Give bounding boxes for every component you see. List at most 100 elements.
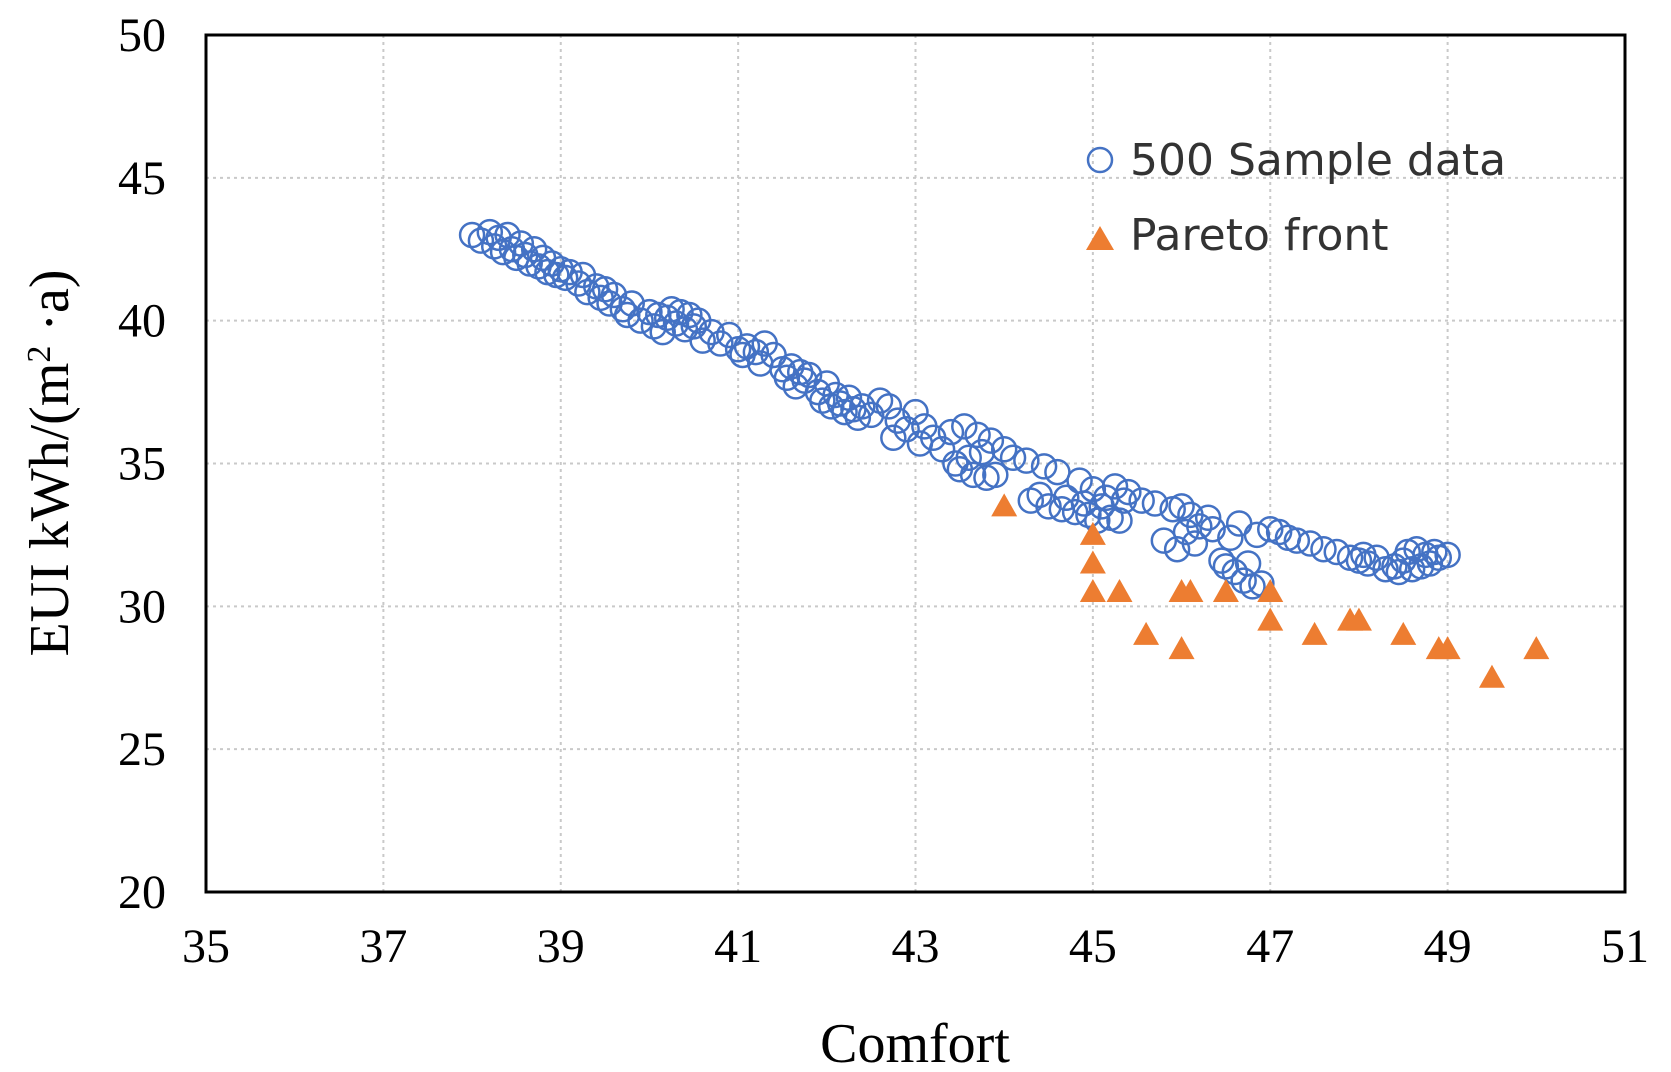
sample-point — [600, 281, 628, 309]
sample-point — [1061, 498, 1089, 526]
y-axis-title-suffix: ·a) — [19, 269, 81, 345]
x-tick-label: 43 — [892, 920, 940, 973]
x-tick-label: 49 — [1424, 920, 1472, 973]
sample-point — [1243, 521, 1271, 549]
sample-point — [1199, 515, 1226, 543]
sample-point — [1141, 490, 1169, 517]
plot-area-frame — [204, 33, 1627, 894]
sample-point — [742, 338, 770, 366]
pareto-point — [1434, 636, 1461, 660]
pareto-point — [1079, 521, 1106, 545]
y-axis-title-superscript: 2 — [21, 346, 58, 363]
sample-point — [1221, 558, 1249, 586]
sample-point — [951, 413, 978, 440]
sample-point — [795, 361, 823, 389]
sample-point — [857, 401, 885, 429]
sample-point — [1066, 467, 1093, 494]
sample-point — [1128, 487, 1155, 514]
pareto-point — [1257, 607, 1284, 631]
sample-point — [1106, 507, 1133, 534]
sample-point — [1194, 504, 1222, 532]
y-tick-label: 20 — [118, 866, 166, 919]
x-tick-label: 35 — [182, 920, 230, 973]
pareto-point — [1212, 579, 1239, 603]
sample-point — [1181, 530, 1209, 557]
sample-point — [1163, 535, 1191, 563]
sample-point — [844, 404, 872, 432]
sample-point — [1421, 538, 1448, 566]
sample-point — [1168, 493, 1195, 520]
pareto-point — [1390, 621, 1417, 645]
sample-point — [977, 427, 1005, 454]
sample-point — [964, 421, 991, 449]
sample-point — [618, 290, 645, 317]
sample-point — [707, 330, 734, 357]
pareto-point — [1257, 579, 1284, 603]
pareto-point — [991, 493, 1018, 517]
sample-point — [1035, 493, 1062, 520]
sample-point — [1296, 530, 1324, 557]
pareto-point — [1478, 664, 1505, 688]
sample-point — [1186, 513, 1213, 540]
legend-pareto-label: Pareto front — [1130, 210, 1389, 261]
sample-point — [875, 393, 903, 420]
y-tick-label: 35 — [118, 438, 166, 491]
sample-point — [1101, 473, 1129, 500]
sample-point — [1115, 478, 1142, 506]
sample-point — [1013, 447, 1040, 474]
pareto-point — [1106, 579, 1133, 603]
sample-point — [467, 227, 495, 254]
sample-point — [1079, 475, 1107, 503]
sample-point — [959, 461, 987, 489]
sample-point — [773, 364, 801, 392]
sample-point — [1053, 484, 1080, 512]
pareto-point — [1301, 621, 1328, 645]
pareto-point — [1523, 636, 1550, 660]
sample-point — [1217, 524, 1244, 552]
sample-data-series — [458, 218, 1461, 600]
pareto-front-series — [991, 493, 1550, 688]
sample-point — [614, 301, 641, 329]
y-axis-title: EUI kWh/(m2 ·a) — [19, 269, 81, 656]
y-tick-label: 25 — [118, 723, 166, 776]
sample-point — [551, 264, 579, 292]
sample-point — [906, 430, 934, 457]
y-tick-label: 40 — [118, 295, 166, 348]
x-tick-label: 39 — [537, 920, 585, 973]
sample-point — [1310, 535, 1337, 563]
legend-sample-label: 500 Sample data — [1130, 135, 1506, 186]
y-axis-title-prefix: EUI kWh/(m — [19, 363, 81, 657]
x-tick-label: 47 — [1246, 920, 1294, 973]
sample-point — [1283, 527, 1311, 554]
x-tick-label: 37 — [359, 920, 407, 973]
sample-point — [689, 327, 716, 354]
sample-point — [649, 318, 676, 346]
x-tick-label: 41 — [714, 920, 762, 973]
sample-point — [1225, 510, 1253, 537]
sample-point — [902, 398, 929, 426]
pareto-point — [1079, 550, 1106, 574]
y-tick-label: 45 — [118, 152, 166, 205]
x-axis-tick-labels: 35 37 39 41 43 45 47 49 51 — [182, 920, 1649, 973]
sample-point — [928, 435, 956, 463]
pareto-point — [1345, 607, 1372, 631]
x-tick-label: 45 — [1069, 920, 1117, 973]
sample-point — [1434, 541, 1461, 569]
pareto-point — [1133, 621, 1160, 645]
legend-pareto-marker — [1086, 226, 1114, 250]
pareto-point — [1168, 636, 1195, 660]
sample-point — [880, 424, 907, 452]
sample-point — [1030, 453, 1058, 480]
legend-sample-marker — [1086, 146, 1114, 174]
sample-point — [999, 444, 1027, 472]
sample-point — [494, 221, 521, 249]
sample-point — [884, 407, 912, 434]
pareto-point — [1177, 579, 1204, 603]
sample-point — [937, 418, 965, 446]
y-axis-tick-labels: 20 25 30 35 40 45 50 — [118, 9, 166, 919]
sample-point — [627, 307, 654, 334]
sample-point — [955, 444, 982, 472]
x-tick-label: 51 — [1601, 920, 1649, 973]
sample-point — [1150, 527, 1178, 554]
